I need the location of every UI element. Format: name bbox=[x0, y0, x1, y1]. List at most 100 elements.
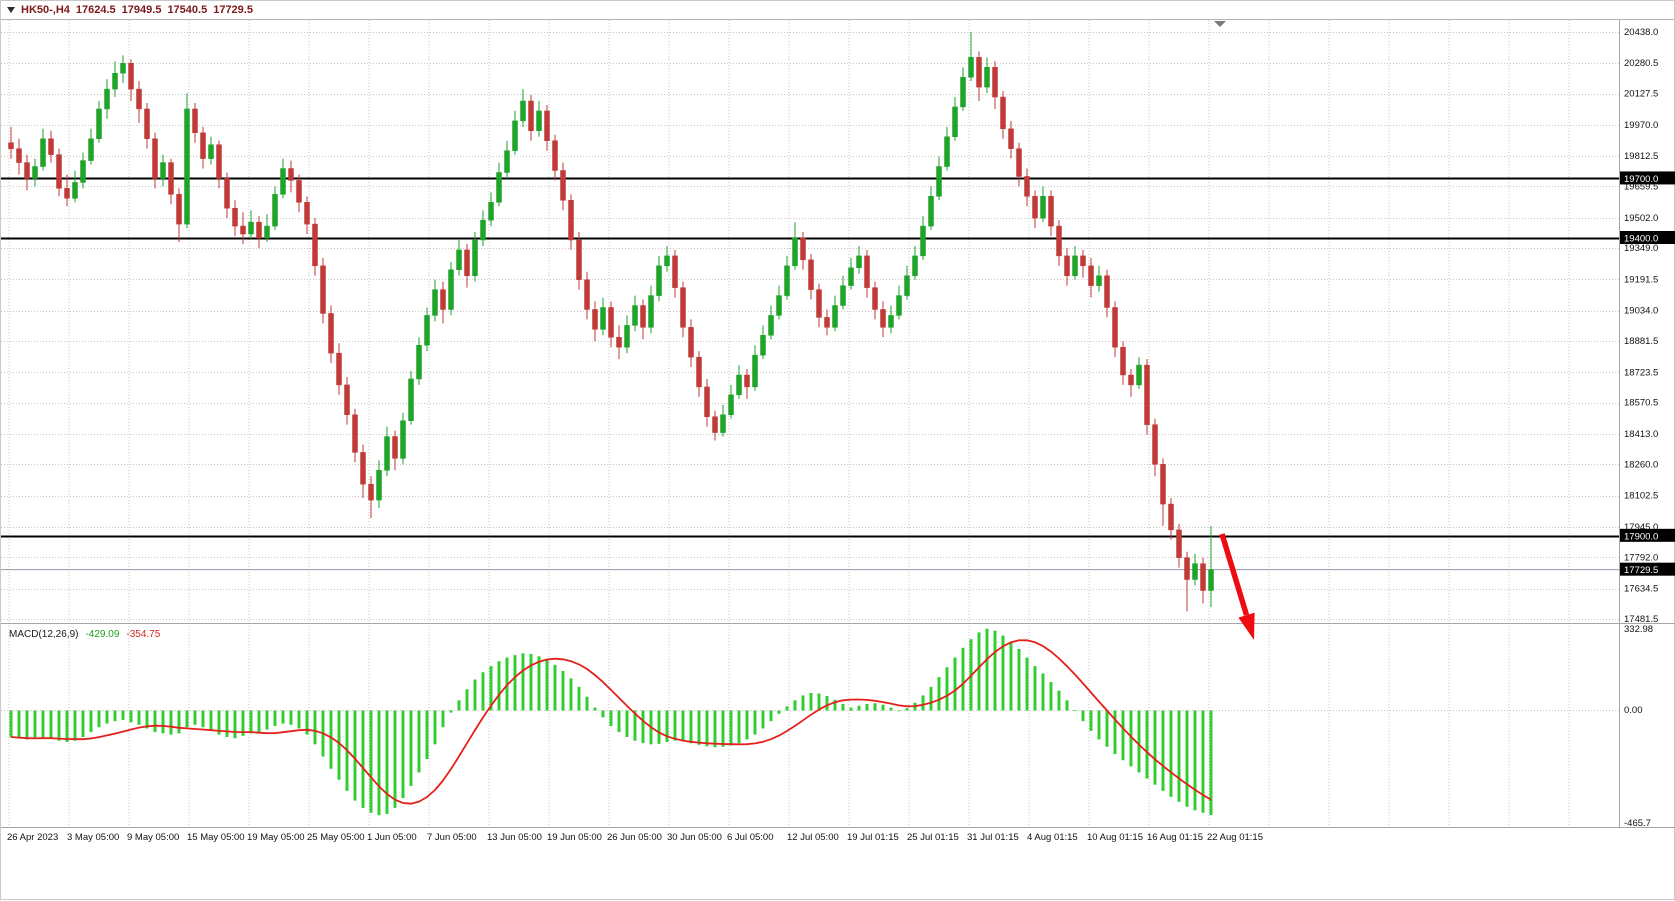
candle bbox=[88, 128, 94, 165]
candle bbox=[1168, 498, 1174, 540]
candle bbox=[112, 61, 118, 98]
svg-text:17900.0: 17900.0 bbox=[1624, 531, 1658, 542]
svg-text:19 Jul 01:15: 19 Jul 01:15 bbox=[847, 832, 899, 843]
candle bbox=[808, 253, 814, 300]
candle bbox=[416, 337, 422, 385]
symbol-dropdown-icon[interactable] bbox=[7, 7, 15, 13]
macd-name: MACD(12,26,9) bbox=[9, 629, 79, 640]
candle bbox=[424, 307, 430, 352]
candle bbox=[1200, 557, 1206, 604]
candle bbox=[568, 194, 574, 250]
macd-axis-labels[interactable]: 332.98 0.00 -465.7 bbox=[1624, 624, 1653, 829]
candle bbox=[1048, 190, 1054, 237]
candle bbox=[648, 285, 654, 334]
level-lines[interactable] bbox=[1, 177, 1619, 538]
candle bbox=[1152, 418, 1158, 477]
candle bbox=[904, 265, 910, 300]
svg-text:19349.0: 19349.0 bbox=[1624, 243, 1658, 254]
candle bbox=[752, 345, 758, 391]
candle bbox=[40, 128, 46, 171]
trend-arrow[interactable] bbox=[1219, 533, 1255, 640]
candle bbox=[632, 295, 638, 332]
candle bbox=[864, 249, 870, 298]
candle bbox=[656, 255, 662, 302]
candle bbox=[944, 126, 950, 171]
candle bbox=[264, 214, 270, 242]
shift-marker[interactable] bbox=[1214, 21, 1226, 27]
candle bbox=[360, 444, 366, 499]
svg-text:18570.5: 18570.5 bbox=[1624, 398, 1658, 409]
svg-text:0.00: 0.00 bbox=[1624, 705, 1643, 716]
candle bbox=[176, 188, 182, 242]
candle bbox=[832, 295, 838, 332]
svg-text:332.98: 332.98 bbox=[1624, 624, 1653, 635]
svg-text:19191.5: 19191.5 bbox=[1624, 274, 1658, 285]
svg-text:26 Jun 05:00: 26 Jun 05:00 bbox=[607, 832, 662, 843]
candle bbox=[680, 281, 686, 338]
candle bbox=[528, 95, 534, 141]
candle bbox=[432, 279, 438, 322]
svg-text:17481.5: 17481.5 bbox=[1624, 614, 1658, 625]
svg-text:18102.5: 18102.5 bbox=[1624, 491, 1658, 502]
candles-group bbox=[8, 31, 1214, 612]
candle bbox=[472, 232, 478, 282]
candle bbox=[488, 192, 494, 227]
candle bbox=[448, 261, 454, 316]
candle bbox=[120, 55, 126, 84]
svg-text:17729.5: 17729.5 bbox=[1624, 565, 1658, 576]
svg-text:12 Jul 05:00: 12 Jul 05:00 bbox=[787, 832, 839, 843]
chart-shift-marker-icon[interactable] bbox=[1214, 21, 1226, 27]
price-axis-labels[interactable]: 20438.0 20280.5 20127.5 19970.0 19812.5 19659… bbox=[1620, 27, 1675, 625]
candle bbox=[664, 245, 670, 272]
svg-text:1 Jun 05:00: 1 Jun 05:00 bbox=[367, 832, 417, 843]
symbol-timeframe-label: HK50-,H4 bbox=[21, 4, 70, 16]
candle bbox=[672, 249, 678, 298]
candle bbox=[8, 126, 14, 159]
svg-text:15 May 05:00: 15 May 05:00 bbox=[187, 832, 245, 843]
candle bbox=[1008, 120, 1014, 159]
candle bbox=[456, 239, 462, 276]
svg-text:19 Jun 05:00: 19 Jun 05:00 bbox=[547, 832, 602, 843]
svg-text:20438.0: 20438.0 bbox=[1624, 27, 1658, 38]
svg-text:19970.0: 19970.0 bbox=[1624, 120, 1658, 131]
svg-text:19700.0: 19700.0 bbox=[1624, 174, 1658, 185]
candle bbox=[16, 138, 22, 175]
candle bbox=[920, 216, 926, 260]
candle bbox=[1040, 186, 1046, 223]
svg-text:6 Jul 05:00: 6 Jul 05:00 bbox=[727, 832, 773, 843]
time-axis-labels[interactable]: 26 Apr 2023 3 May 05:00 9 May 05:00 15 May … bbox=[7, 832, 1263, 843]
candle bbox=[928, 186, 934, 231]
svg-text:16 Aug 01:15: 16 Aug 01:15 bbox=[1147, 832, 1203, 843]
candle bbox=[312, 218, 318, 276]
svg-text:25 May 05:00: 25 May 05:00 bbox=[307, 832, 365, 843]
macd-signal-line bbox=[10, 639, 1212, 805]
candle bbox=[376, 460, 382, 509]
candle bbox=[288, 160, 294, 193]
candle bbox=[224, 172, 230, 219]
candle bbox=[240, 212, 246, 244]
svg-text:31 Jul 01:15: 31 Jul 01:15 bbox=[967, 832, 1019, 843]
candle bbox=[1128, 369, 1134, 397]
axis-price-tag bbox=[1620, 171, 1675, 185]
candle bbox=[136, 81, 142, 123]
candle bbox=[840, 275, 846, 310]
candle bbox=[592, 301, 598, 342]
candle bbox=[208, 136, 214, 165]
candle bbox=[688, 319, 694, 368]
candle bbox=[984, 57, 990, 94]
svg-text:9 May 05:00: 9 May 05:00 bbox=[127, 832, 179, 843]
candle bbox=[504, 140, 510, 179]
candle bbox=[1064, 247, 1070, 286]
candle bbox=[480, 210, 486, 246]
candle bbox=[272, 186, 278, 231]
svg-text:22 Aug 01:15: 22 Aug 01:15 bbox=[1207, 832, 1263, 843]
candle bbox=[144, 102, 150, 149]
svg-text:19034.0: 19034.0 bbox=[1624, 306, 1658, 317]
candle bbox=[1104, 269, 1110, 318]
svg-text:19400.0: 19400.0 bbox=[1624, 234, 1658, 245]
candle bbox=[280, 158, 286, 199]
svg-text:17945.0: 17945.0 bbox=[1624, 522, 1658, 533]
candle bbox=[1016, 142, 1022, 187]
candle bbox=[960, 67, 966, 111]
